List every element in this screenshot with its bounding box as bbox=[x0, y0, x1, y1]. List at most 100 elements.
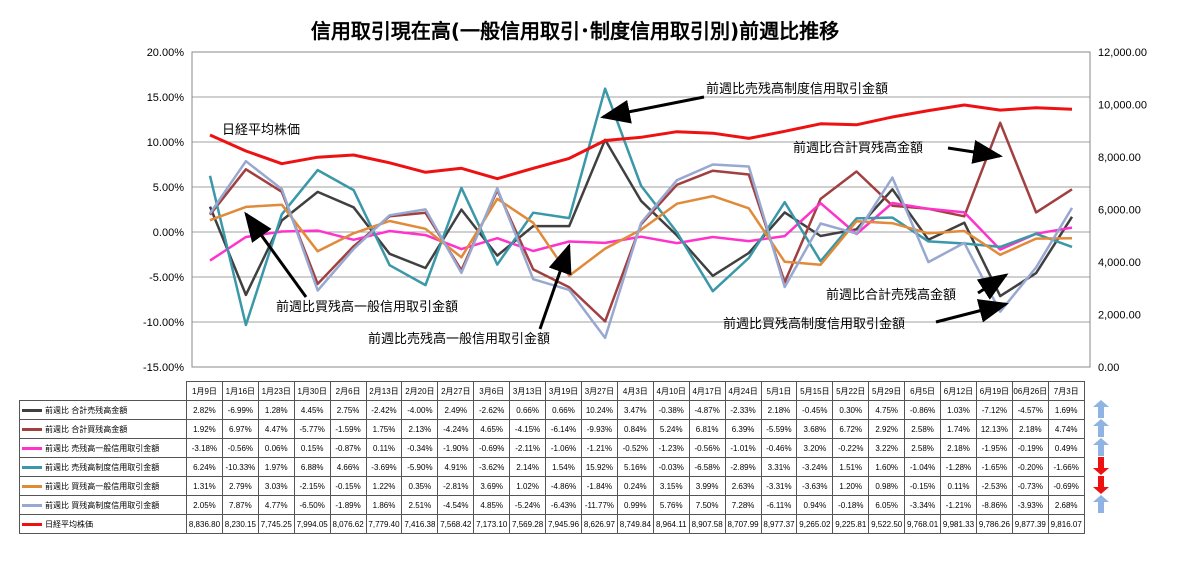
series-name: 前週比 売残高制度信用取引金額 bbox=[45, 462, 160, 472]
table-cell: 2.51% bbox=[401, 495, 439, 515]
table-cell: 9,816.07 bbox=[1047, 514, 1085, 534]
table-date-header: 2月6日 bbox=[329, 381, 367, 401]
table-cell: 9,877.39 bbox=[1011, 514, 1049, 534]
table-cell: -6.99% bbox=[221, 400, 259, 420]
table-cell: -3.34% bbox=[904, 495, 942, 515]
table-date-header: 1月16日 bbox=[221, 381, 259, 401]
table-cell: 4.66% bbox=[329, 457, 367, 477]
series-label: 前週比 買残高一般信用取引金額 bbox=[19, 476, 187, 496]
table-cell: -0.19% bbox=[1011, 438, 1049, 458]
annotation-sell-general: 前週比売残高一般信用取引金額 bbox=[368, 331, 550, 347]
table-cell: 7,173.10 bbox=[473, 514, 511, 534]
table-cell: 0.30% bbox=[832, 400, 870, 420]
table-cell: -0.87% bbox=[329, 438, 367, 458]
table-cell: 2.58% bbox=[904, 419, 942, 439]
table-cell: 0.66% bbox=[545, 400, 582, 420]
table-cell: -4.87% bbox=[688, 400, 726, 420]
table-cell: -0.15% bbox=[329, 476, 367, 496]
left-tick-label: 15.00% bbox=[147, 92, 185, 104]
table-cell: 1.69% bbox=[1047, 400, 1085, 420]
legend-swatch bbox=[22, 484, 42, 488]
table-cell: 0.11% bbox=[940, 476, 977, 496]
table-cell: -1.04% bbox=[904, 457, 942, 477]
table-cell: 0.98% bbox=[868, 476, 906, 496]
table-cell: 9,225.81 bbox=[832, 514, 870, 534]
table-cell: 0.35% bbox=[401, 476, 439, 496]
table-cell: -3.18% bbox=[186, 438, 223, 458]
table-date-header: 4月10日 bbox=[652, 381, 690, 401]
table-cell: 3.47% bbox=[616, 400, 654, 420]
table-cell: 2.63% bbox=[724, 476, 762, 496]
table-cell: 4.47% bbox=[257, 419, 295, 439]
table-cell: -3.69% bbox=[365, 457, 403, 477]
table-cell: 2.79% bbox=[221, 476, 259, 496]
table-cell: 4.75% bbox=[868, 400, 906, 420]
table-cell: 2.18% bbox=[940, 438, 977, 458]
table-cell: -1.90% bbox=[437, 438, 475, 458]
legend-swatch bbox=[22, 503, 42, 507]
table-cell: 8,076.62 bbox=[329, 514, 367, 534]
table-cell: 3.99% bbox=[688, 476, 726, 496]
table-date-header: 1月23日 bbox=[257, 381, 295, 401]
table-date-header: 4月17日 bbox=[688, 381, 726, 401]
table-date-header: 4月24日 bbox=[724, 381, 762, 401]
table-cell: -0.69% bbox=[1047, 476, 1085, 496]
series-name: 前週比 売残高一般信用取引金額 bbox=[45, 443, 160, 453]
series-line-3 bbox=[208, 87, 1073, 327]
table-cell: -0.86% bbox=[904, 400, 942, 420]
table-cell: -6.58% bbox=[688, 457, 726, 477]
table-cell: -0.22% bbox=[832, 438, 870, 458]
table-cell: 9,522.50 bbox=[868, 514, 906, 534]
table-cell: -2.15% bbox=[293, 476, 331, 496]
table-cell: -2.62% bbox=[473, 400, 511, 420]
table-cell: 4.85% bbox=[473, 495, 511, 515]
table-cell: 2.14% bbox=[509, 457, 547, 477]
table-date-header: 6月12日 bbox=[940, 381, 977, 401]
legend-swatch bbox=[22, 408, 42, 412]
left-tick-label: -15.00% bbox=[143, 362, 184, 374]
data-table: 1月9日 1月16日 1月23日 1月30日 2月6日 2月13日 2月20日 2月27日 3月… bbox=[19, 381, 1085, 534]
table-cell: -1.59% bbox=[329, 419, 367, 439]
table-date-header: 6月19日 bbox=[975, 381, 1013, 401]
right-tick-label: 6,000.00 bbox=[1098, 205, 1141, 217]
table-cell: -4.86% bbox=[545, 476, 582, 496]
table-date-header: 4月3日 bbox=[616, 381, 654, 401]
table-cell: -2.81% bbox=[437, 476, 475, 496]
table-cell: 0.99% bbox=[616, 495, 654, 515]
legend-swatch bbox=[22, 446, 42, 450]
left-tick-label: -5.00% bbox=[149, 272, 184, 284]
table-cell: -1.23% bbox=[652, 438, 690, 458]
table-cell: -1.89% bbox=[329, 495, 367, 515]
table-row: 前週比 売残高一般信用取引金額 -3.18% -0.56% 0.06% 0.15% -0.… bbox=[19, 438, 1085, 458]
table-cell: -5.77% bbox=[293, 419, 331, 439]
table-cell: -7.12% bbox=[975, 400, 1013, 420]
legend-swatch bbox=[22, 465, 42, 469]
table-cell: 3.22% bbox=[868, 438, 906, 458]
series-label: 前週比 売残高一般信用取引金額 bbox=[19, 438, 187, 458]
table-cell: 7,994.05 bbox=[293, 514, 331, 534]
left-tick-label: -10.00% bbox=[143, 317, 184, 329]
table-cell: 4.65% bbox=[473, 419, 511, 439]
table-cell: 8,977.37 bbox=[760, 514, 798, 534]
table-cell: 1.03% bbox=[940, 400, 977, 420]
table-cell: -3.93% bbox=[1011, 495, 1049, 515]
arrow-sell-general bbox=[538, 243, 572, 330]
table-date-header: 2月27日 bbox=[437, 381, 475, 401]
table-date-header: 7月3日 bbox=[1047, 381, 1085, 401]
table-date-header: 3月19日 bbox=[545, 381, 582, 401]
table-date-header: 5月1日 bbox=[760, 381, 798, 401]
arrow-up-icon bbox=[1093, 495, 1109, 513]
annotation-buy-margin: 前週比買残高制度信用取引金額 bbox=[723, 316, 905, 332]
right-tick-label: 4,000.00 bbox=[1098, 257, 1141, 269]
table-cell: 7.87% bbox=[221, 495, 259, 515]
table-cell: 0.11% bbox=[365, 438, 403, 458]
table-cell: 1.28% bbox=[257, 400, 295, 420]
arrow-up-icon bbox=[1093, 400, 1109, 418]
table-cell: 3.31% bbox=[760, 457, 798, 477]
table-cell: -3.63% bbox=[796, 476, 834, 496]
right-axis: 0.00 2,000.00 4,000.00 6,000.00 8,000.00 10,0… bbox=[1098, 47, 1147, 374]
legend-swatch bbox=[22, 427, 42, 431]
annotations: 日経平均株価 前週比売残高制度信用取引金額 前週比合計買残高金額 前週比買残高一… bbox=[222, 81, 1009, 347]
table-cell: 12.13% bbox=[975, 419, 1013, 439]
table-cell: 2.18% bbox=[1011, 419, 1049, 439]
